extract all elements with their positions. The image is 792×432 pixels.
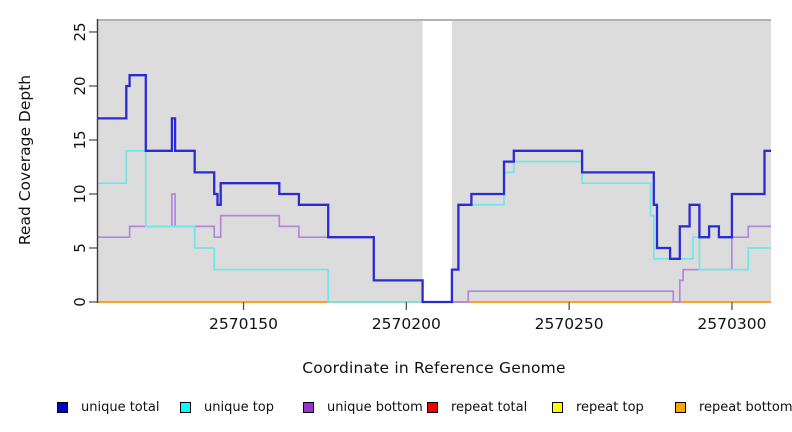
legend-swatch-unique-bottom [303,401,314,413]
legend-label: unique total [81,399,160,415]
x-axis-title: Coordinate in Reference Genome [302,359,566,377]
y-tick-label: 5 [71,243,89,253]
legend-item-unique-total: unique total [57,398,159,416]
legend-swatch-unique-top [180,401,191,413]
legend-swatch-repeat-total [427,401,438,413]
ticks-layer: 0 5 10 15 20 25 2570150 2570200 2570250 2570300 [71,22,766,333]
legend-label: unique bottom [327,399,423,415]
legend-label: repeat bottom [699,399,792,415]
y-tick-label: 25 [71,22,89,41]
y-axis-title: Read Coverage Depth [16,75,34,245]
legend-item-repeat-bottom: repeat bottom [675,398,792,416]
x-tick-label: 2570300 [697,315,766,333]
y-tick-label: 0 [71,297,89,307]
legend-swatch-unique-total [57,401,68,413]
legend-item-unique-bottom: unique bottom [303,398,423,416]
series-layer [97,74,771,304]
legend-label: repeat total [451,399,528,415]
legend-item-unique-top: unique top [180,398,274,416]
y-tick-label: 15 [71,130,89,149]
legend-swatch-repeat-top [552,401,563,413]
y-tick-label: 10 [71,184,89,203]
x-tick-label: 2570200 [372,315,441,333]
legend-swatch-repeat-bottom [675,401,686,413]
no-data-gap [422,21,452,302]
legend-item-repeat-top: repeat top [552,398,644,416]
x-tick-label: 2570250 [535,315,604,333]
legend-item-repeat-total: repeat total [427,398,527,416]
series-line-unique-total [97,74,771,304]
legend-label: unique top [204,399,275,415]
legend-label: repeat top [576,399,644,415]
y-tick-label: 20 [71,76,89,95]
plot-svg: 0 5 10 15 20 25 2570150 2570200 2570250 2570300 R… [16,19,771,333]
x-tick-label: 2570150 [209,315,278,333]
legend: unique total unique top unique bottom repea… [0,398,792,420]
